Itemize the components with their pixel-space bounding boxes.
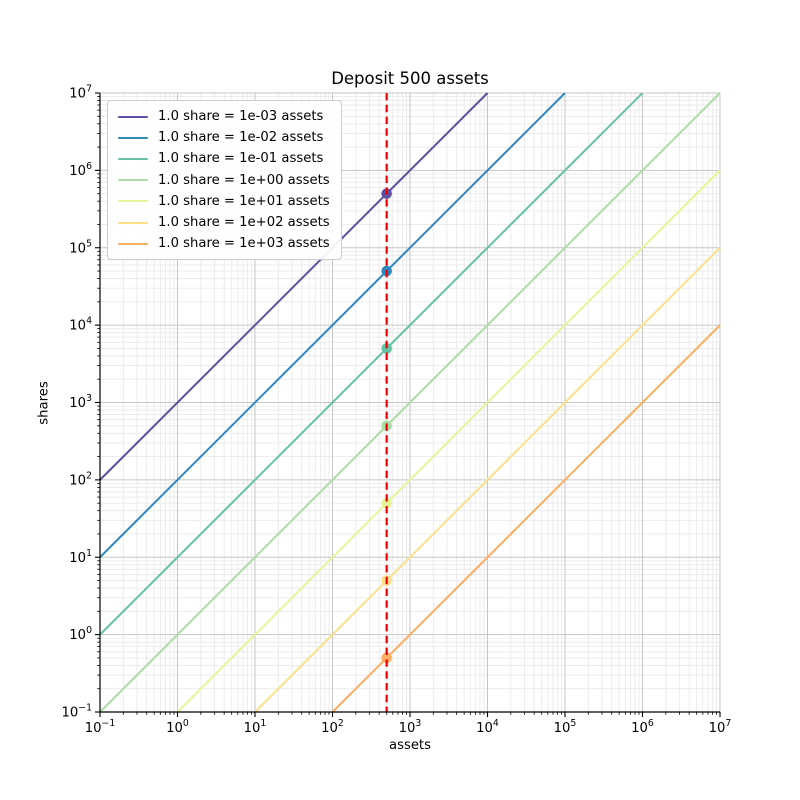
y-tick-label: 101	[69, 548, 92, 566]
series-lines	[99, 92, 721, 713]
x-tick-label: 105	[554, 718, 577, 736]
x-tick-label: 100	[166, 718, 189, 736]
y-tick-label: 104	[69, 316, 92, 334]
legend-item: 1.0 share = 1e+03 assets	[118, 233, 330, 254]
legend-line-swatch	[118, 200, 148, 203]
axis-ticks	[95, 92, 721, 717]
y-tick-label: 10−1	[62, 703, 93, 721]
y-axis-label: shares	[36, 381, 52, 425]
legend-item: 1.0 share = 1e+02 assets	[118, 212, 330, 233]
legend-line-swatch	[118, 157, 148, 160]
x-tick-label: 107	[709, 718, 732, 736]
y-tick-label: 103	[69, 393, 92, 411]
y-tick-labels: 10−1 100 101 102 103 104 105 106 107	[62, 84, 93, 721]
x-tick-label: 10−1	[85, 718, 116, 736]
y-tick-label: 107	[69, 84, 92, 102]
legend-item: 1.0 share = 1e+01 assets	[118, 191, 330, 212]
series-line	[254, 247, 721, 713]
legend-item: 1.0 share = 1e-02 assets	[118, 127, 330, 148]
x-tick-label: 102	[321, 718, 344, 736]
deposit-marker-dot	[381, 497, 392, 509]
legend-label: 1.0 share = 1e-03 assets	[158, 109, 324, 125]
legend-label: 1.0 share = 1e+01 assets	[158, 193, 330, 209]
y-tick-label: 100	[69, 625, 92, 643]
legend-item: 1.0 share = 1e-03 assets	[118, 106, 330, 127]
x-tick-label: 101	[244, 718, 267, 736]
legend-item: 1.0 share = 1e-01 assets	[118, 148, 330, 169]
legend-line-swatch	[118, 221, 148, 224]
legend-label: 1.0 share = 1e+02 assets	[158, 215, 330, 231]
x-tick-label: 103	[399, 718, 422, 736]
legend-label: 1.0 share = 1e+03 assets	[158, 236, 330, 252]
chart-title: Deposit 500 assets	[331, 69, 489, 88]
series-line	[99, 92, 489, 481]
x-axis-label: assets	[389, 738, 431, 753]
legend-label: 1.0 share = 1e-01 assets	[158, 151, 324, 167]
series-line	[99, 92, 644, 636]
deposit-marker-dot	[381, 343, 392, 354]
legend-item: 1.0 share = 1e+00 assets	[118, 170, 330, 191]
y-tick-label: 106	[69, 161, 92, 179]
legend-label: 1.0 share = 1e-02 assets	[158, 130, 324, 146]
legend-line-swatch	[118, 179, 148, 182]
legend-line-swatch	[118, 115, 148, 118]
series-line	[99, 92, 566, 558]
series-line	[331, 324, 721, 713]
series-line	[176, 169, 721, 713]
x-tick-label: 106	[631, 718, 654, 736]
legend-line-swatch	[118, 242, 148, 245]
x-tick-labels: 10−1 100 101 102 103 104 105 106 107	[85, 718, 732, 736]
y-tick-label: 105	[69, 238, 92, 256]
x-tick-label: 104	[476, 718, 499, 736]
series-line	[99, 92, 721, 713]
deposit-marker-dot	[381, 652, 392, 664]
legend-label: 1.0 share = 1e+00 assets	[158, 172, 330, 188]
y-tick-label: 102	[69, 470, 92, 488]
legend: 1.0 share = 1e-03 assets 1.0 share = 1e-0…	[107, 100, 342, 261]
legend-line-swatch	[118, 136, 148, 139]
